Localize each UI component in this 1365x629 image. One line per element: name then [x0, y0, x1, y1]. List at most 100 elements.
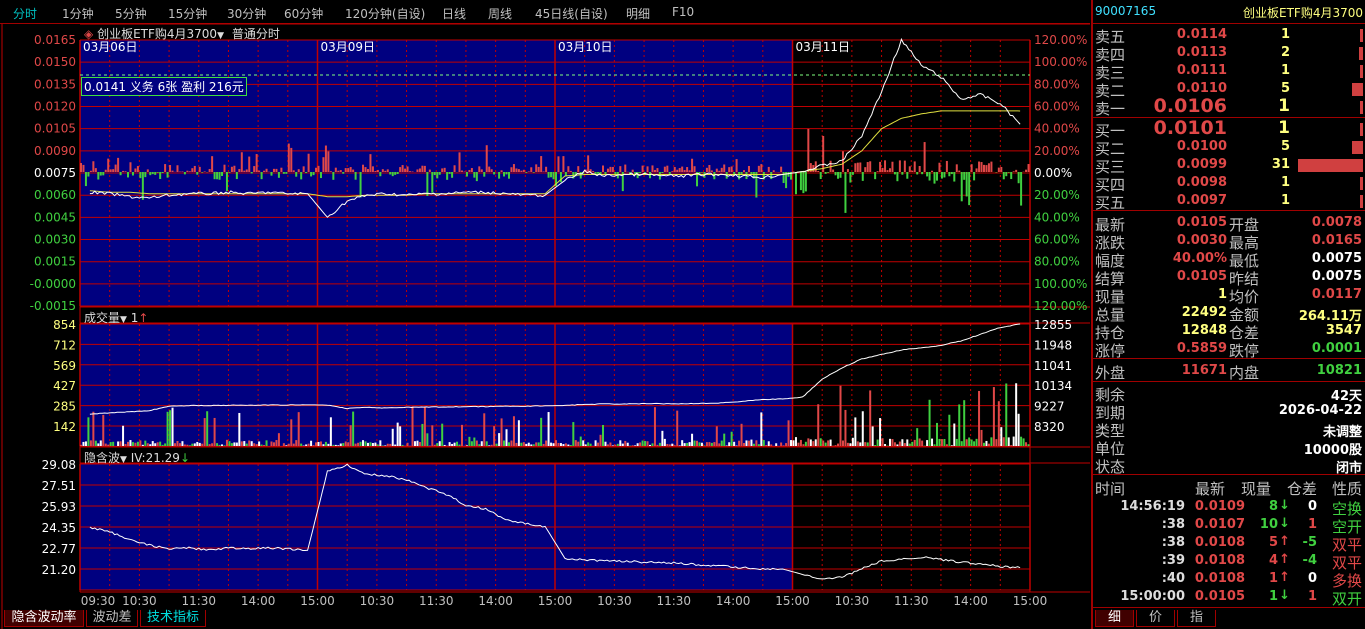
price-tick: 0.0075 — [34, 166, 76, 180]
change-bar — [389, 172, 392, 175]
change-bar — [980, 162, 983, 172]
volume-bar — [555, 440, 557, 446]
menu-item-9[interactable]: 45日线(自设) — [535, 7, 608, 21]
menu-item-10[interactable]: 明细 — [626, 7, 651, 21]
chevron-down-icon[interactable]: ▼ — [217, 31, 224, 41]
menu-item-6[interactable]: 120分钟(自设) — [345, 7, 426, 21]
tab-2[interactable]: 指 — [1177, 610, 1216, 627]
percent-tick: 0.00% — [1034, 166, 1072, 180]
volume-bar — [394, 444, 397, 446]
chevron-down-icon[interactable]: ▼ — [120, 315, 127, 325]
volume-bar — [982, 442, 985, 446]
change-bar — [594, 172, 597, 175]
volume-bar — [807, 438, 810, 446]
menu-item-0[interactable]: 分时 — [13, 7, 38, 21]
volume-bar — [315, 442, 318, 446]
volume-bar — [260, 444, 263, 446]
volume-bar — [191, 443, 194, 446]
tab-technical-indicators[interactable]: 技术指标 — [140, 610, 206, 627]
change-bar — [982, 164, 985, 172]
change-bar — [500, 170, 503, 172]
volume-bar — [794, 437, 797, 446]
chevron-down-icon[interactable]: ▼ — [120, 455, 127, 465]
volume-bar — [443, 444, 446, 446]
tab-implied-volatility[interactable]: 隐含波动率 — [4, 610, 84, 627]
trade-time: :40 — [1161, 571, 1185, 586]
change-bar — [916, 172, 919, 175]
volume-bar — [787, 420, 790, 446]
volume-bar — [864, 442, 867, 446]
menu-item-1[interactable]: 1分钟 — [62, 7, 94, 21]
tab-volatility-spread[interactable]: 波动差 — [86, 610, 138, 627]
volume-bar — [307, 443, 310, 446]
volume-bar — [854, 417, 857, 446]
trade-nature: 双开 — [1331, 590, 1362, 608]
volume-bar — [300, 443, 303, 446]
order-book-row: 卖四 0.0113 2 — [1093, 44, 1365, 64]
menu-item-4[interactable]: 30分钟 — [227, 7, 267, 21]
change-bar — [807, 128, 810, 172]
volume-bar — [265, 440, 268, 446]
percent-tick: 80.00% — [1034, 77, 1080, 91]
level-volume: 1 — [1280, 27, 1290, 42]
change-bar — [485, 145, 488, 172]
date-label: 03月10日 — [558, 40, 613, 54]
change-bar — [460, 170, 463, 172]
change-bar — [785, 172, 788, 189]
time-tick: 11:30 — [419, 594, 454, 608]
volume-bar — [819, 438, 822, 446]
trade-nature: 双平 — [1331, 536, 1362, 554]
change-bar — [394, 172, 397, 175]
change-bar — [750, 172, 753, 175]
info-row: 剩余 42天 — [1093, 384, 1365, 404]
change-bar — [228, 172, 231, 173]
change-bar — [644, 172, 647, 174]
stat-label: 结算 — [1095, 270, 1126, 288]
change-bar — [92, 161, 95, 172]
volume-bar — [517, 420, 520, 446]
change-bar — [599, 172, 602, 176]
change-bar — [208, 168, 211, 172]
iv-header[interactable]: 隐含波▼ IV:21.29↓ — [84, 449, 190, 466]
info-row: 到期 2026-04-22 — [1093, 402, 1365, 422]
change-bar — [809, 163, 812, 172]
menu-item-8[interactable]: 周线 — [488, 7, 513, 21]
change-bar — [322, 157, 325, 172]
menu-item-3[interactable]: 15分钟 — [168, 7, 208, 21]
volume-bar — [584, 444, 587, 446]
menu-item-2[interactable]: 5分钟 — [115, 7, 147, 21]
volume-bar — [564, 443, 567, 446]
change-bar — [651, 165, 654, 172]
volume-bar — [639, 442, 642, 446]
time-tick: 15:00 — [538, 594, 573, 608]
change-bar — [89, 170, 92, 172]
volume-header[interactable]: 成交量▼ 1↑ — [84, 309, 148, 326]
stat-value: 264.11万 — [1298, 309, 1362, 324]
volume-bar — [381, 445, 384, 446]
volume-bar — [906, 439, 909, 446]
trade-volume: 1 — [1268, 589, 1278, 604]
volume-bar — [557, 442, 560, 446]
trade-price: 0.0108 — [1194, 571, 1245, 586]
trade-price: 0.0107 — [1194, 517, 1245, 532]
change-bar — [438, 172, 441, 175]
volume-bar — [97, 443, 100, 446]
change-bar — [933, 172, 936, 184]
change-bar — [935, 172, 938, 181]
menu-item-7[interactable]: 日线 — [442, 7, 467, 21]
tab-1[interactable]: 价 — [1136, 610, 1175, 627]
level-volume: 1 — [1280, 63, 1290, 78]
menu-item-5[interactable]: 60分钟 — [284, 7, 324, 21]
intraday-chart[interactable]: 0.0165 0.0150 0.0135 0.0120 0.0105 0.0090 0.00… — [0, 0, 1090, 629]
volume-bar — [606, 444, 609, 446]
change-bar — [233, 165, 236, 172]
volume-bar — [567, 444, 570, 446]
iv-title: 隐含波 — [84, 451, 121, 465]
date-label: 03月11日 — [796, 40, 851, 54]
volume-bar — [641, 440, 644, 446]
tab-0[interactable]: 细 — [1095, 610, 1134, 627]
menu-item-11[interactable]: F10 — [672, 5, 695, 19]
volume-bar — [515, 442, 518, 446]
volume-bar — [470, 441, 473, 446]
chart-title-bar[interactable]: ◈ 创业板ETF购4月3700▼ 普通分时 — [84, 25, 280, 42]
